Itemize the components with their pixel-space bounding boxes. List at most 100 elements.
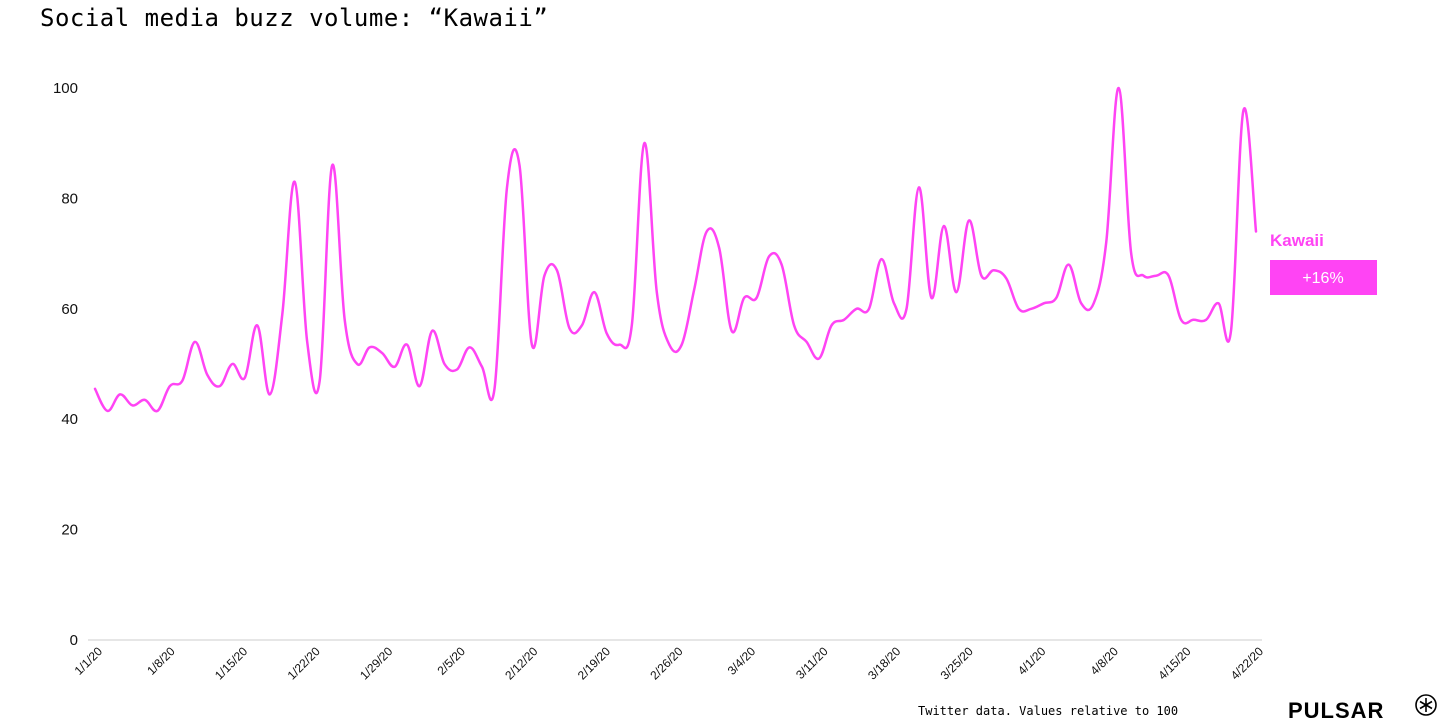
y-tick-label: 60 (61, 301, 78, 318)
data-point (255, 323, 259, 327)
data-point (355, 362, 359, 366)
x-tick-label: 3/4/20 (725, 644, 759, 678)
data-point (143, 398, 147, 402)
data-point (1254, 230, 1258, 234)
x-tick-label: 1/8/20 (144, 644, 178, 678)
data-point (168, 384, 172, 388)
x-tick-label: 4/1/20 (1015, 644, 1049, 678)
x-tick-label: 3/18/20 (865, 644, 903, 682)
footer-note: Twitter data. Values relative to 100 (918, 704, 1179, 718)
data-point (842, 318, 846, 322)
data-point (1067, 263, 1071, 267)
data-point (1167, 274, 1171, 278)
data-point (430, 329, 434, 333)
data-point (780, 263, 784, 267)
data-point (967, 218, 971, 222)
data-point (855, 307, 859, 311)
data-point (942, 224, 946, 228)
data-point (492, 387, 496, 391)
data-point (1192, 318, 1196, 322)
x-tick-label: 2/5/20 (434, 644, 468, 678)
data-point (343, 318, 347, 322)
series-points (93, 86, 1258, 413)
data-point (230, 362, 234, 366)
data-point (1079, 301, 1083, 305)
data-point (730, 329, 734, 333)
data-point (505, 185, 509, 189)
data-point (305, 340, 309, 344)
data-point (1042, 301, 1046, 305)
data-point (892, 301, 896, 305)
data-point (280, 312, 284, 316)
data-point (418, 384, 422, 388)
data-point (1029, 307, 1033, 311)
data-point (605, 332, 609, 336)
y-tick-label: 100 (53, 80, 78, 97)
data-point (480, 365, 484, 369)
data-point (218, 384, 222, 388)
data-point (1154, 274, 1158, 278)
data-point (755, 296, 759, 300)
chart-title: Social media buzz volume: “Kawaii” (40, 4, 549, 32)
data-point (954, 290, 958, 294)
data-point (243, 376, 247, 380)
data-point (592, 290, 596, 294)
y-tick-label: 40 (61, 411, 78, 428)
data-point (1242, 108, 1246, 112)
change-badge-text: +16% (1302, 270, 1343, 287)
data-point (817, 356, 821, 360)
data-point (630, 323, 634, 327)
x-tick-label: 1/15/20 (212, 644, 250, 682)
data-point (1104, 241, 1108, 245)
y-tick-label: 0 (70, 632, 78, 649)
x-tick-label: 4/22/20 (1228, 644, 1266, 682)
data-point (468, 345, 472, 349)
data-point (530, 343, 534, 347)
asterisk-logo-icon (1415, 694, 1437, 716)
data-point (455, 368, 459, 372)
data-point (1142, 274, 1146, 278)
data-point (1004, 276, 1008, 280)
data-point (368, 345, 372, 349)
x-tick-label: 4/15/20 (1155, 644, 1193, 682)
x-tick-label: 2/12/20 (502, 644, 540, 682)
y-tick-label: 80 (61, 190, 78, 207)
data-point (1054, 296, 1058, 300)
series-label-kawaii: Kawaii (1270, 231, 1324, 250)
data-point (268, 392, 272, 396)
data-point (680, 343, 684, 347)
data-point (767, 254, 771, 258)
data-point (1179, 318, 1183, 322)
data-point (542, 274, 546, 278)
data-point (805, 340, 809, 344)
data-point (1129, 252, 1133, 256)
data-point (1217, 301, 1221, 305)
data-point (867, 307, 871, 311)
data-point (692, 287, 696, 291)
data-point (717, 246, 721, 250)
data-point (130, 403, 134, 407)
data-point (443, 362, 447, 366)
data-point (642, 141, 646, 145)
x-tick-label: 1/22/20 (285, 644, 323, 682)
data-point (318, 379, 322, 383)
data-point (580, 323, 584, 327)
data-point (405, 343, 409, 347)
data-point (293, 180, 297, 184)
data-point (655, 290, 659, 294)
data-point (830, 323, 834, 327)
data-point (1092, 301, 1096, 305)
data-point (992, 268, 996, 272)
pulsar-logo: PULSAR (1288, 698, 1385, 723)
x-tick-label: 3/11/20 (793, 644, 831, 682)
data-point (205, 373, 209, 377)
x-tick-label: 2/26/20 (647, 644, 685, 682)
data-point (705, 230, 709, 234)
data-point (879, 257, 883, 261)
x-tick-label: 1/29/20 (357, 644, 395, 682)
data-point (667, 343, 671, 347)
data-point (193, 340, 197, 344)
data-point (180, 379, 184, 383)
data-point (1204, 318, 1208, 322)
